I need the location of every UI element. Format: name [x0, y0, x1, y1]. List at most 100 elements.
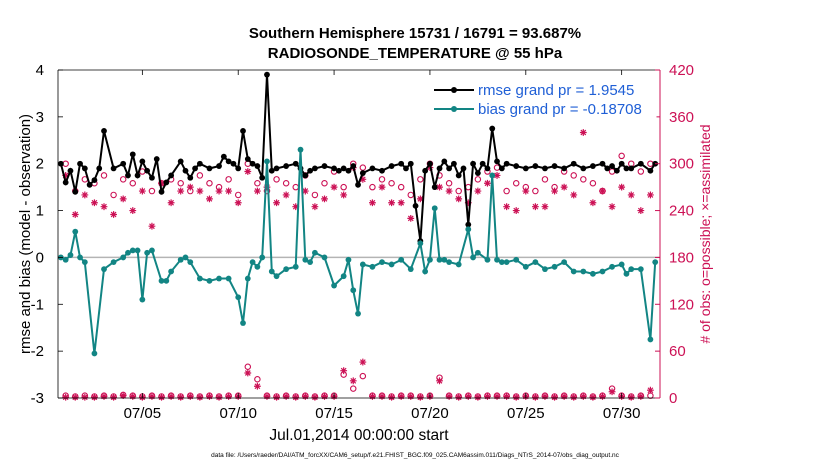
assimilated-marker [570, 191, 578, 199]
bias-point [369, 263, 376, 270]
assimilated-marker [493, 172, 501, 179]
assimilated-marker [531, 203, 539, 211]
bias-point [340, 273, 347, 280]
x-tick-label: 07/25 [507, 405, 545, 422]
possible-marker [148, 187, 156, 195]
assimilated-marker [311, 203, 319, 211]
possible-marker [369, 183, 376, 191]
bias-point [388, 261, 395, 268]
assimilated-marker [551, 393, 558, 401]
rmse-point [230, 160, 237, 167]
assimilated-marker [301, 187, 309, 195]
y-right-tick-label: 420 [669, 62, 694, 79]
rmse-point [580, 165, 587, 172]
rmse-point [254, 163, 261, 169]
assimilated-marker [215, 393, 223, 401]
bias-point [273, 273, 280, 280]
rmse-point [91, 177, 98, 184]
bias-point [436, 256, 443, 263]
rmse-point [542, 165, 548, 172]
assimilated-marker [225, 187, 233, 195]
rmse-point [177, 158, 184, 165]
assimilated-marker [474, 187, 482, 195]
rmse-point [196, 160, 203, 167]
rmse-point [422, 167, 429, 174]
assimilated-marker [158, 179, 165, 187]
legend-box [431, 77, 657, 123]
assimilated-marker [618, 183, 626, 191]
rmse-point [561, 165, 568, 172]
bias-point [149, 247, 155, 254]
assimilated-marker [522, 187, 530, 195]
assimilated-marker [91, 393, 98, 401]
rmse-point [249, 160, 256, 167]
possible-marker [589, 179, 597, 187]
assimilated-marker [119, 195, 127, 203]
rmse-point [81, 165, 88, 172]
possible-marker [417, 176, 424, 183]
rmse-point [86, 181, 93, 188]
rmse-point [292, 160, 299, 167]
bias-point [561, 259, 568, 266]
possible-marker [349, 385, 357, 392]
assimilated-marker [81, 393, 89, 401]
assimilated-marker [464, 199, 472, 207]
assimilated-marker [234, 199, 242, 207]
assimilated-marker [129, 393, 137, 400]
bias-point [355, 310, 361, 317]
rmse-point [187, 174, 194, 181]
rmse-point [259, 174, 266, 181]
bias-point [551, 263, 558, 270]
rmse-point [599, 160, 606, 167]
possible-marker [321, 179, 328, 187]
rmse-point [134, 172, 141, 179]
possible-marker [388, 179, 395, 187]
possible-marker [378, 176, 386, 183]
assimilated-marker [388, 393, 395, 401]
assimilated-marker [455, 195, 463, 203]
rmse-point [604, 165, 611, 172]
bias-point [312, 249, 318, 256]
bias-point [240, 320, 246, 326]
assimilated-marker [349, 377, 357, 385]
rmse-point [182, 167, 189, 174]
chart-title: Southern Hemisphere 15731 / 16791 = 93.6… [248, 25, 582, 42]
x-tick-label: 07/10 [219, 405, 257, 422]
assimilated-marker [148, 393, 156, 400]
rmse-point [192, 165, 198, 172]
bias-point [225, 275, 232, 282]
rmse-point [302, 172, 309, 179]
rmse-point [72, 188, 79, 195]
y-axis-label: rmse and bias (model - observation) [17, 114, 34, 354]
rmse-point [153, 156, 160, 162]
assimilated-marker [62, 393, 70, 401]
rmse-point [120, 160, 127, 167]
bias-point [91, 350, 98, 357]
rmse-point [503, 160, 510, 167]
assimilated-marker [138, 187, 146, 195]
assimilated-marker [225, 393, 233, 400]
assimilated-marker [637, 207, 645, 214]
bias-point [307, 259, 314, 266]
assimilated-marker [186, 183, 194, 191]
rmse-point [321, 163, 328, 169]
y-right-tick-label: 60 [669, 343, 686, 360]
assimilated-marker [416, 393, 424, 401]
bias-point [599, 268, 606, 275]
y-tick-label: 0 [36, 249, 44, 266]
rmse-point [96, 165, 103, 172]
assimilated-marker [359, 358, 367, 366]
rmse-point [350, 163, 357, 169]
bias-point [144, 249, 151, 256]
bias-point [522, 263, 529, 270]
assimilated-marker [637, 393, 645, 400]
bias-point [407, 266, 414, 273]
rmse-point [331, 165, 337, 172]
rmse-point [470, 160, 476, 167]
bias-point [177, 256, 184, 263]
y-right-tick-label: 240 [669, 203, 694, 220]
bias-point [474, 249, 481, 256]
rmse-point [637, 160, 644, 167]
rmse-point [273, 165, 280, 172]
bias-point [431, 205, 438, 212]
